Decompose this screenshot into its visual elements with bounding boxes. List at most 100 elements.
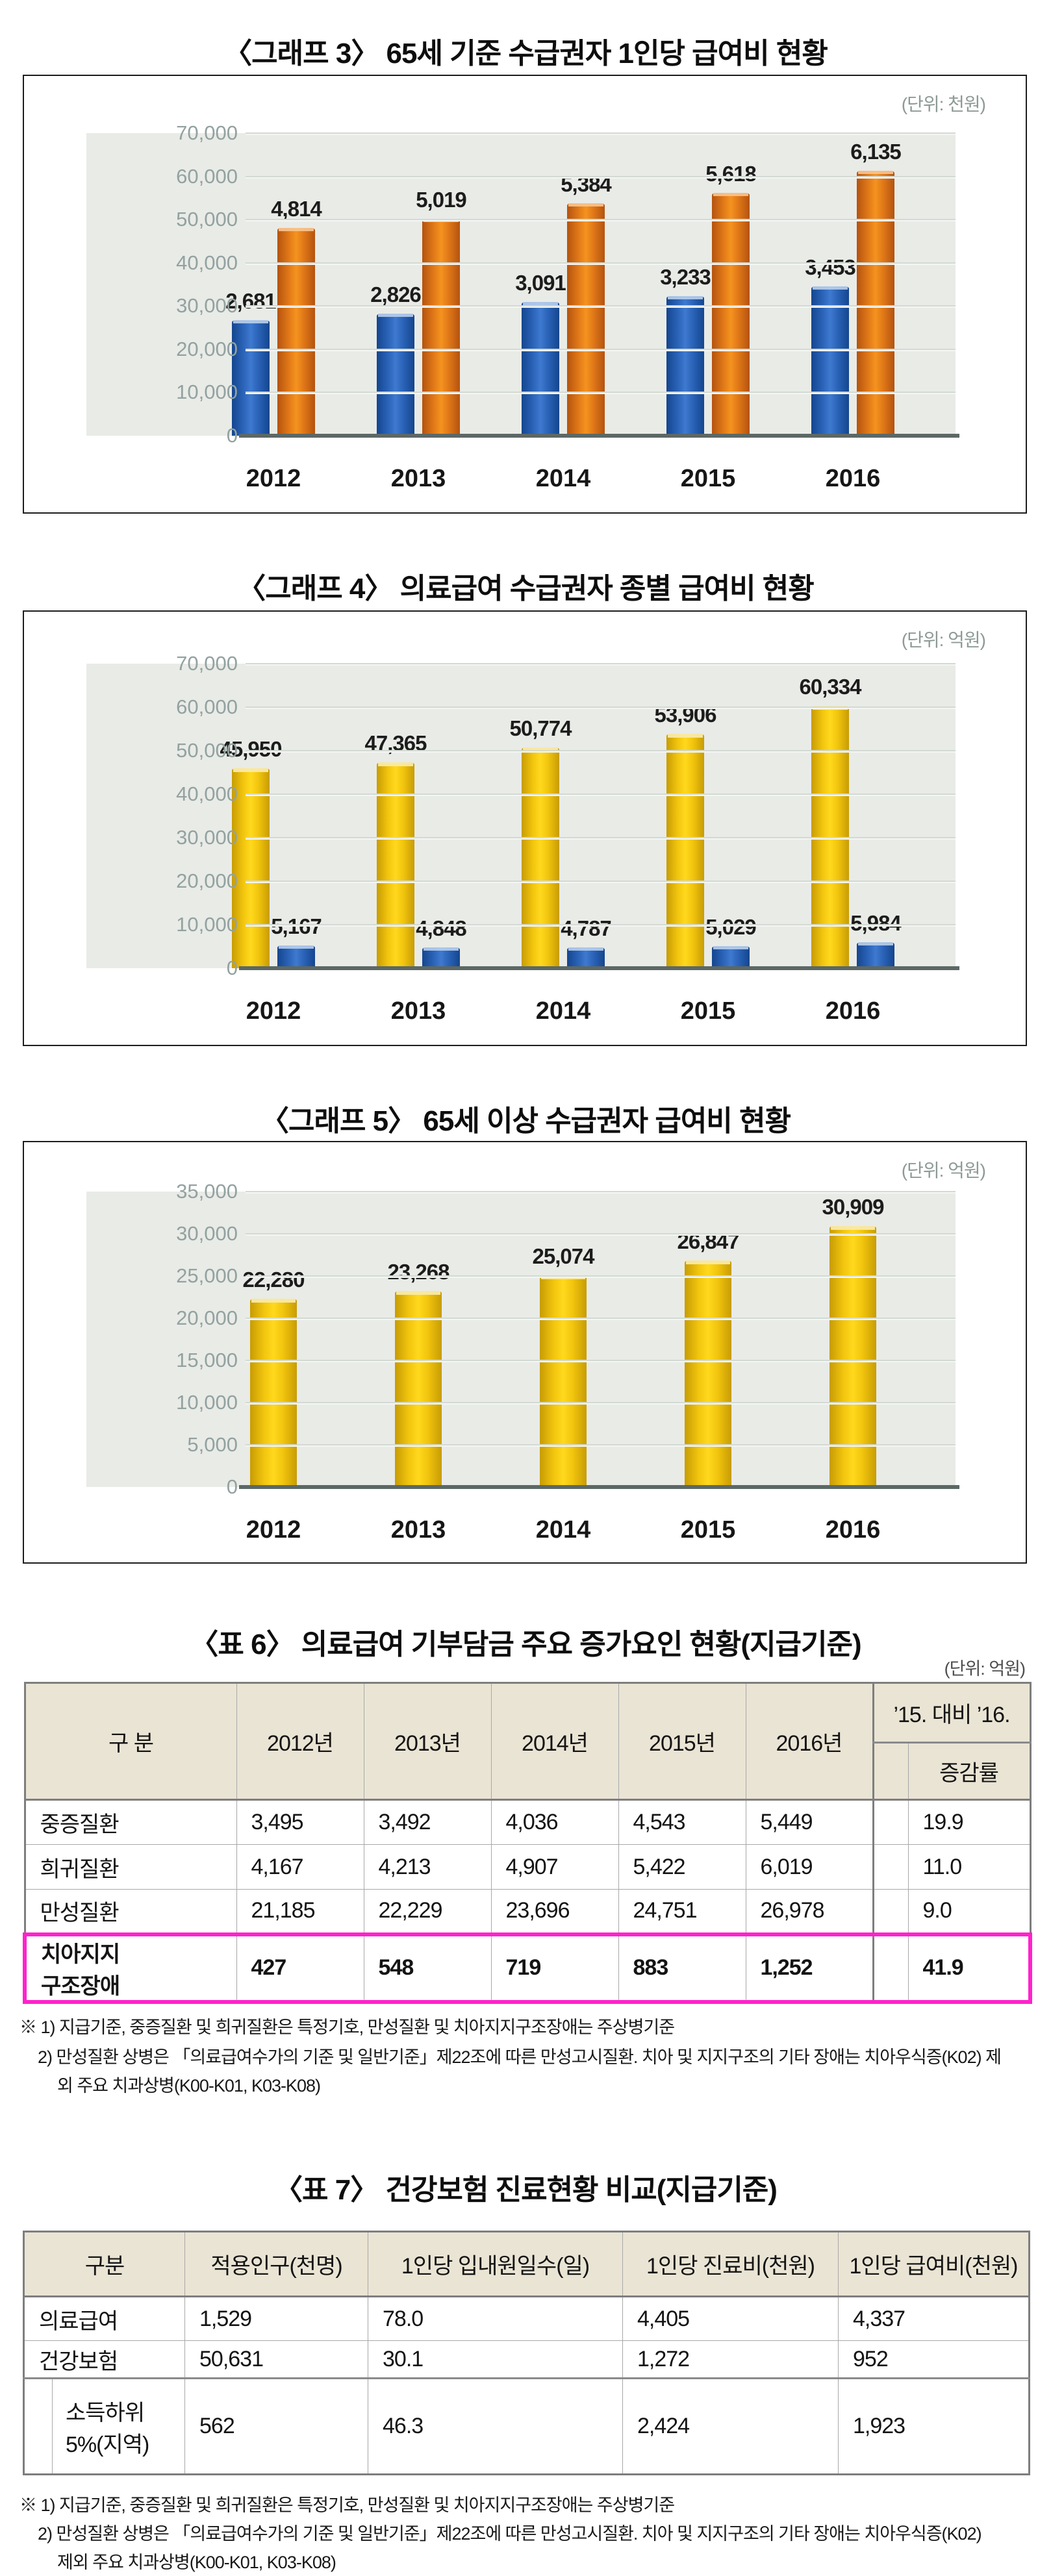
yellow-bar-2013: 23,268 [388,1260,450,1487]
gridline [246,707,956,708]
table7-footnote-3: 제외 주요 치과상병(K00-K01, K03-K08) [57,2553,336,2572]
table-cell: 23,696 [490,1889,619,1934]
x-axis-label-2016: 2016 [825,465,881,492]
table7-footnote-1: ※ 1) 지급기준, 중증질환 및 희귀질환은 특정기호, 만성질환 및 치아지… [19,2495,675,2515]
unit-label: (단위: 천원) [901,94,986,114]
gridline [246,305,956,307]
x-axis-label-2012: 2012 [246,1516,301,1544]
orange-bar-2013: 5,019 [416,188,467,436]
table6: 구 분 2012년 2013년 2014년 2015년 2016년 ’15. 대비 ’16.… [23,1682,1032,2004]
gridline [246,1444,956,1445]
table-cell: 1,529 [184,2296,368,2341]
blue-bar-2015: 3,233 [660,265,711,436]
x-axis-label-2013: 2013 [390,1516,446,1544]
blue-bar-2016: 3,453 [805,255,856,436]
table-cell-spacer [872,1889,909,1934]
gridline [246,1191,956,1192]
table7-footnote-2: 2) 만성질환 상병은 「의료급여수가의 기준 및 일반기준」제22조에 따른 … [38,2524,982,2544]
table6-header-rate: 증감률 [907,1742,1031,1801]
table6-footnote-1: ※ 1) 지급기준, 중증질환 및 희귀질환은 특정기호, 만성질환 및 치아지… [19,2018,675,2037]
yellow-bar-2015: 53,906 [655,703,716,968]
bar-value-label: 3,233 [660,264,711,289]
table-cell-spacer [872,1932,909,2004]
table6-unit-label: (단위: 억원) [944,1659,1026,1679]
gridline [246,348,956,350]
bar-value-label: 4,814 [271,196,322,221]
y-axis-tick-label: 40,000 [176,782,238,805]
x-axis-line [239,1485,959,1489]
table-cell: 1,272 [622,2340,839,2379]
y-axis-tick-label: 50,000 [176,208,238,231]
x-axis-label-2014: 2014 [535,1516,591,1544]
gridline [246,175,956,177]
table6-header-group: ’15. 대비 ’16. [872,1682,1031,1744]
table-cell: 427 [236,1932,364,2004]
y-axis-tick-label: 25,000 [176,1264,238,1287]
gridline [246,750,956,751]
bar-value-label: 30,909 [822,1195,885,1219]
bar-value-label: 47,365 [364,731,427,755]
x-axis-label-2015: 2015 [680,465,736,492]
bar-value-label: 2,681 [225,288,277,313]
table-cell: 1,923 [838,2378,1030,2475]
table-cell: 3,492 [363,1799,492,1845]
table-cell: 5,422 [618,1844,746,1890]
plot-area: 22,280 23,268 25,074 26,847 30,909 2012 2013 2… [86,1180,959,1544]
table6-header-2: 2013년 [363,1682,492,1801]
chart5-title: 〈그래프 5〉 65세 이상 수급권자 급여비 현황 [260,1105,791,1137]
row-label-text: 소득하위 5%(지역) [66,2400,149,2457]
gridline [246,219,956,221]
table-cell: 5,449 [745,1799,874,1845]
y-axis-tick-label: 15,000 [176,1349,238,1371]
bar-value-label: 45,950 [220,737,283,762]
x-axis-line [239,966,959,970]
bar-value-label: 4,787 [561,916,612,940]
table-cell: 26,978 [745,1889,874,1934]
orange-bar-2014: 5,384 [561,172,612,436]
gridline [246,132,956,134]
table-cell: 4,337 [838,2296,1030,2341]
bar-value-label: 2,826 [370,282,422,306]
y-axis-tick-label: 30,000 [176,294,238,318]
orange-bar-2016: 6,135 [850,140,902,436]
bar-group-2015: 26,847 [640,1192,776,1487]
x-axis-label-2013: 2013 [390,465,446,492]
table-cell: 4,543 [618,1799,746,1845]
yellow-bar-2014: 25,074 [533,1244,594,1487]
blue-bar-2013: 2,826 [370,282,422,436]
y-axis-tick-label: 5,000 [187,1433,238,1456]
y-axis-tick-label: 10,000 [176,1391,238,1414]
y-axis-tick-label: 60,000 [176,695,238,718]
table-cell-rate: 41.9 [907,1932,1032,2004]
unit-label: (단위: 억원) [901,1160,986,1181]
gridline [246,1360,956,1361]
bar-value-label: 5,984 [850,910,902,935]
table6-row: 만성질환 21,185 22,229 23,696 24,751 26,978 9.0 [24,1889,1031,1934]
blue-bar-2014: 4,787 [561,916,612,968]
x-axis-label-2012: 2012 [246,997,301,1025]
chart3-title: 〈그래프 3〉 65세 기준 수급권자 1인당 급여비 현황 [223,38,828,69]
table-cell-spacer [872,1844,909,1890]
bar-group-2014: 25,074 [495,1192,631,1487]
table-cell: 50,631 [184,2340,368,2379]
table7-row: 소득하위 5%(지역) 562 46.3 2,424 1,923 [23,2378,1030,2475]
indent-strip [25,2379,53,2473]
blue-bar-2015: 5,029 [705,915,757,968]
yellow-bar-2014: 50,774 [510,716,572,968]
table-cell-spacer [872,1799,909,1845]
x-axis-label-2013: 2013 [390,997,446,1025]
table7-header-4: 1인당 급여비(천원) [838,2231,1030,2297]
table-cell: 4,036 [490,1799,619,1845]
table-cell: 3,495 [236,1799,364,1845]
bar-value-label: 60,334 [799,674,862,699]
bar-value-label: 23,268 [387,1259,450,1284]
table-cell: 30.1 [368,2340,623,2379]
gridline [246,881,956,882]
yellow-bar-2015: 26,847 [677,1229,739,1487]
table7-title: 〈표 7〉 건강보험 진료현황 비교(지급기준) [274,2174,778,2206]
table-cell: 21,185 [236,1889,364,1934]
table6-footnote-3: 외 주요 치과상병(K00-K01, K03-K08) [57,2076,321,2095]
bar-group-2013: 47,365 4,848 [350,664,487,968]
y-axis-tick-label: 0 [226,424,238,447]
